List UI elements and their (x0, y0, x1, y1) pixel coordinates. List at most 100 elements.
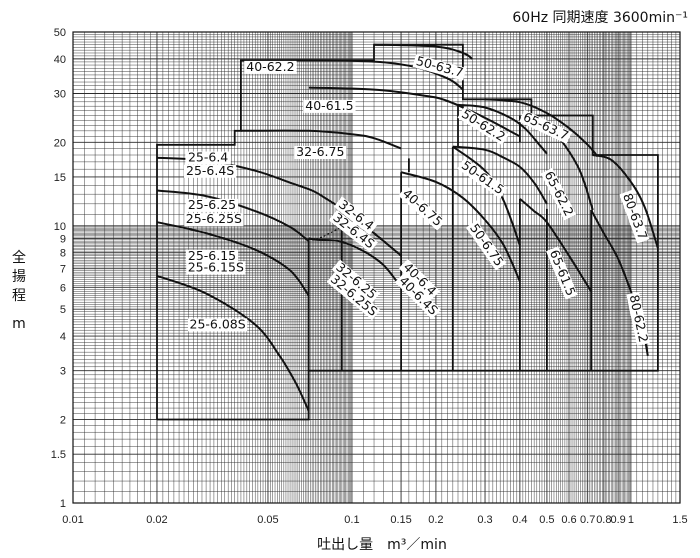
curve-label: 80-63.7 (619, 189, 651, 244)
curve-label-bg (540, 167, 577, 221)
x-tick-label: 0.7 (580, 514, 595, 526)
x-tick-label: 0.15 (390, 514, 411, 526)
x-tick-label: 0.4 (512, 514, 527, 526)
x-tick-label: 0.8 (596, 514, 611, 526)
y-tick-label: 10 (54, 221, 66, 233)
curve-40-61.5 (308, 86, 521, 138)
curve-label-bg (183, 164, 237, 178)
curve-label-bg (185, 151, 231, 165)
curve-label-bg (303, 99, 356, 113)
x-tick-label: 0.05 (257, 514, 278, 526)
curve-label-bg (394, 272, 442, 320)
curve-extension-dashed (308, 226, 343, 241)
curve-label-bg (186, 261, 246, 275)
curve-label-text: 40-6.75 (400, 186, 446, 229)
curve-65-63.7 (484, 98, 599, 158)
performance-curves (156, 43, 659, 412)
x-tick-label: 0.2 (428, 514, 443, 526)
curve-label: 40-6.75 (398, 185, 446, 231)
curve-50-62.2 (457, 103, 548, 155)
curve-label-bg (457, 157, 508, 199)
curve-label-bg (294, 146, 347, 159)
curve-label-text: 32-6.75 (296, 144, 344, 159)
curve-label-bg (244, 60, 297, 74)
curve-label-bg (326, 271, 381, 320)
curve-25-6.08S (156, 274, 310, 412)
curve-65-61.5 (519, 198, 592, 292)
curve-label-bg (519, 109, 573, 144)
y-axis-label-char-2: 揚 (12, 268, 26, 285)
y-tick-label: 15 (54, 172, 66, 184)
curve-label: 32-6.75 (294, 144, 347, 159)
y-tick-label: 1 (60, 498, 66, 510)
curve-label-text: 25-6.25S (186, 211, 242, 226)
y-tick-labels: 1 1.5 2 3 4 5 6 7 8 910 15 20 30 40 50 (51, 27, 66, 510)
curve-label-bg (185, 249, 239, 263)
curve-label: 50-63.7 (412, 53, 467, 81)
y-tick-label: 8 (60, 248, 66, 260)
x-tick-label: 0.1 (344, 514, 359, 526)
curve-label-bg (333, 196, 378, 235)
curve-label-text: 50-6.75 (467, 221, 507, 269)
curve-label-bg (626, 291, 650, 346)
curve-label-text: 25-6.4S (186, 163, 234, 178)
curve-label-bg (184, 213, 244, 227)
curve-label-bg (465, 220, 507, 271)
y-axis-unit: m (12, 316, 26, 332)
y-tick-label: 50 (54, 27, 66, 39)
curve-32-6.25 (308, 237, 402, 288)
y-tick-label: 4 (60, 331, 66, 343)
curve-label-text: 25-6.25 (188, 197, 236, 212)
y-tick-label: 40 (54, 54, 66, 66)
y-tick-label: 2 (60, 415, 66, 427)
y-axis-label: 全 揚 程 m (12, 249, 26, 332)
curve-label-bg (398, 185, 446, 231)
curve-label-bg (188, 318, 248, 332)
x-tick-label: 0.3 (477, 514, 492, 526)
curve-label: 25-6.15 (185, 248, 239, 263)
curve-labels: 25-6.425-6.4S25-6.2525-6.25S25-6.1525-6.… (183, 53, 651, 346)
curve-label-bg (619, 189, 650, 244)
curve-25-6.15 (156, 221, 310, 297)
curve-32-6.75 (240, 129, 402, 150)
x-tick-label: 0.02 (146, 514, 167, 526)
curve-label-text: 25-6.15S (188, 259, 244, 274)
x-axis-label: 吐出し量 m³／min (317, 537, 447, 553)
y-tick-label: 1.5 (51, 449, 66, 461)
y-tick-label: 6 (60, 282, 66, 294)
curve-label-bg (457, 106, 509, 146)
curve-label-bg (328, 210, 379, 253)
x-tick-label: 1 (628, 514, 634, 526)
x-tick-label: 0.01 (62, 514, 83, 526)
y-tick-label: 3 (60, 366, 66, 378)
curve-label: 25-6.15S (186, 259, 246, 275)
curve-label-text: 25-6.4 (188, 150, 228, 165)
curve-label-text: 25-6.15 (188, 248, 236, 263)
curve-label: 25-6.4S (183, 163, 237, 178)
y-tick-label: 7 (60, 264, 66, 276)
curve-label: 25-6.4 (185, 150, 231, 165)
y-axis-label-char-3: 程 (12, 288, 26, 304)
curve-label: 25-6.08S (188, 316, 248, 332)
curve-label: 25-6.25S (184, 211, 244, 227)
selection-region-edge (156, 43, 659, 421)
curve-50-61.5 (452, 145, 548, 205)
grid (72, 31, 681, 504)
x-tick-label: 1.5 (672, 514, 687, 526)
curve-label: 25-6.25 (185, 197, 239, 212)
curve-50-63.7 (373, 43, 473, 60)
curve-80-63.7 (592, 154, 659, 249)
curve-40-62.2 (240, 59, 464, 91)
curve-label-bg (412, 54, 467, 81)
selection-regions (156, 43, 659, 421)
curve-label: 40-62.2 (244, 59, 297, 74)
y-tick-label: 9 (60, 233, 66, 245)
curve-label: 40-61.5 (303, 98, 356, 113)
y-axis-label-char-1: 全 (12, 249, 26, 266)
plot-frame (72, 31, 681, 504)
curve-label-bg (546, 246, 578, 300)
chart-title: 60Hz 同期速度 3600min⁻¹ (512, 10, 688, 26)
x-tick-label: 0.5 (539, 514, 554, 526)
curve-label: 50-62.2 (457, 106, 509, 146)
curve-label-text: 40-62.2 (246, 59, 294, 74)
